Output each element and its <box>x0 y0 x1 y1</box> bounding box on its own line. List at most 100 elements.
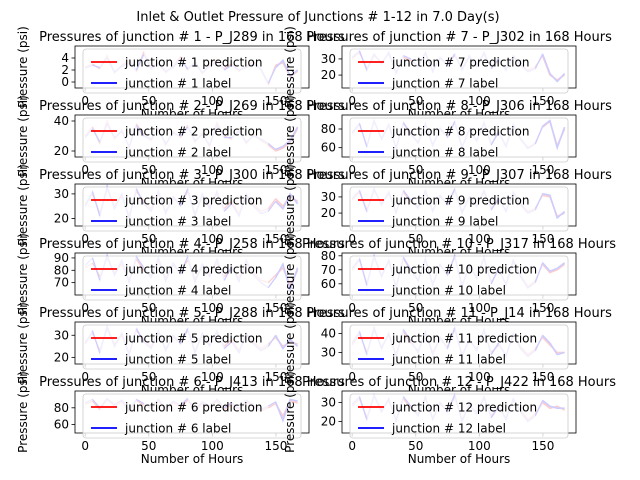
x-tick-label: 50 <box>408 94 423 108</box>
y-axis-label: Pressure (psi) <box>16 233 30 315</box>
legend-entry: junction # 4 label <box>124 284 231 298</box>
x-axis-label: Number of Hours <box>408 452 511 466</box>
legend-frame <box>82 48 302 94</box>
x-tick-label: 0 <box>81 370 89 384</box>
y-tick-label: 30 <box>54 328 69 342</box>
x-tick-label: 100 <box>201 370 224 384</box>
x-tick-label: 50 <box>408 439 423 453</box>
y-tick-label: 80 <box>321 249 336 263</box>
subplot-title: Pressures of junction # 12 - P_J422 in 1… <box>302 375 616 390</box>
legend: junction # 12 prediction junction # 12 la… <box>349 393 569 439</box>
legend-entry: junction # 6 label <box>124 422 231 436</box>
subplot-title: Pressures of junction # 1 - P_J289 in 16… <box>39 30 345 45</box>
legend-entry: junction # 6 prediction <box>124 401 262 415</box>
x-tick-label: 100 <box>468 301 491 315</box>
x-tick-label: 50 <box>141 232 156 246</box>
x-tick-label: 150 <box>264 370 287 384</box>
y-axis-label: Pressure (psi) <box>16 164 30 246</box>
y-tick-label: 40 <box>321 326 336 340</box>
y-tick-label: 30 <box>321 395 336 409</box>
x-tick-label: 150 <box>531 94 554 108</box>
x-tick-label: 0 <box>81 94 89 108</box>
legend-frame <box>349 255 569 301</box>
legend-frame <box>82 186 302 232</box>
subplot-title: Pressures of junction # 3 - P_J300 in 16… <box>39 168 345 183</box>
legend: junction # 6 prediction junction # 6 labe… <box>82 393 302 439</box>
y-tick-label: 30 <box>321 190 336 204</box>
x-tick-label: 50 <box>141 439 156 453</box>
legend: junction # 1 prediction junction # 1 labe… <box>82 48 302 94</box>
x-tick-label: 100 <box>201 439 224 453</box>
y-tick-label: 30 <box>321 52 336 66</box>
legend-frame <box>349 117 569 163</box>
legend-frame <box>349 324 569 370</box>
legend-entry: junction # 7 prediction <box>391 56 529 70</box>
legend-entry: junction # 12 prediction <box>391 401 537 415</box>
x-tick-label: 150 <box>264 232 287 246</box>
x-tick-label: 0 <box>81 301 89 315</box>
legend-entry: junction # 1 prediction <box>124 56 262 70</box>
subplot-title: Pressures of junction # 10 - P_J317 in 1… <box>302 237 616 252</box>
x-tick-label: 100 <box>201 94 224 108</box>
y-axis-label: Pressure (psi) <box>283 164 297 246</box>
legend: junction # 2 prediction junction # 2 labe… <box>82 117 302 163</box>
y-axis-label: Pressure (psi) <box>283 371 297 453</box>
y-tick-label: 60 <box>54 418 69 432</box>
y-tick-label: 20 <box>54 144 69 158</box>
subplot-6: Pressure (psi) Number of Hours 60 80 0 50 100 1… <box>16 371 345 466</box>
x-tick-label: 100 <box>201 163 224 177</box>
legend-entry: junction # 11 prediction <box>391 332 537 346</box>
legend-frame <box>349 186 569 232</box>
x-tick-label: 0 <box>81 439 89 453</box>
y-tick-label: 70 <box>321 263 336 277</box>
x-tick-label: 50 <box>408 163 423 177</box>
x-tick-label: 150 <box>531 163 554 177</box>
x-tick-label: 0 <box>348 370 356 384</box>
legend: junction # 7 prediction junction # 7 labe… <box>349 48 569 94</box>
y-tick-label: 70 <box>54 276 69 290</box>
legend: junction # 9 prediction junction # 9 labe… <box>349 186 569 232</box>
y-axis-label: Pressure (psi) <box>283 302 297 384</box>
subplot-title: Pressures of junction # 4 - P_J258 in 16… <box>39 237 345 252</box>
legend-entry: junction # 9 prediction <box>391 194 529 208</box>
subplot-title: Pressures of junction # 5 - P_J288 in 16… <box>39 306 345 321</box>
y-axis-label: Pressure (psi) <box>16 371 30 453</box>
legend: junction # 8 prediction junction # 8 labe… <box>349 117 569 163</box>
legend-entry: junction # 11 label <box>391 353 506 367</box>
x-tick-label: 50 <box>141 370 156 384</box>
y-tick-label: 20 <box>54 212 69 226</box>
x-tick-label: 0 <box>348 439 356 453</box>
legend: junction # 10 prediction junction # 10 la… <box>349 255 569 301</box>
subplot-title: Pressures of junction # 7 - P_J302 in 16… <box>306 30 612 45</box>
x-tick-label: 150 <box>531 232 554 246</box>
legend-frame <box>82 255 302 301</box>
y-tick-label: 20 <box>321 415 336 429</box>
x-tick-label: 0 <box>348 94 356 108</box>
x-tick-label: 50 <box>141 301 156 315</box>
x-tick-label: 100 <box>468 439 491 453</box>
legend-frame <box>82 393 302 439</box>
legend-entry: junction # 4 prediction <box>124 263 262 277</box>
y-tick-label: 20 <box>54 350 69 364</box>
legend-entry: junction # 2 prediction <box>124 125 262 139</box>
y-axis-label: Pressure (psi) <box>16 95 30 177</box>
y-axis-label: Pressure (psi) <box>283 95 297 177</box>
legend: junction # 4 prediction junction # 4 labe… <box>82 255 302 301</box>
legend-entry: junction # 9 label <box>391 215 498 229</box>
y-axis-label: Pressure (psi) <box>16 26 30 108</box>
legend-entry: junction # 5 label <box>124 353 231 367</box>
legend-frame <box>82 117 302 163</box>
x-tick-label: 50 <box>408 301 423 315</box>
subplot-title: Pressures of junction # 11 - P_J14 in 16… <box>306 306 612 321</box>
x-tick-label: 0 <box>81 232 89 246</box>
